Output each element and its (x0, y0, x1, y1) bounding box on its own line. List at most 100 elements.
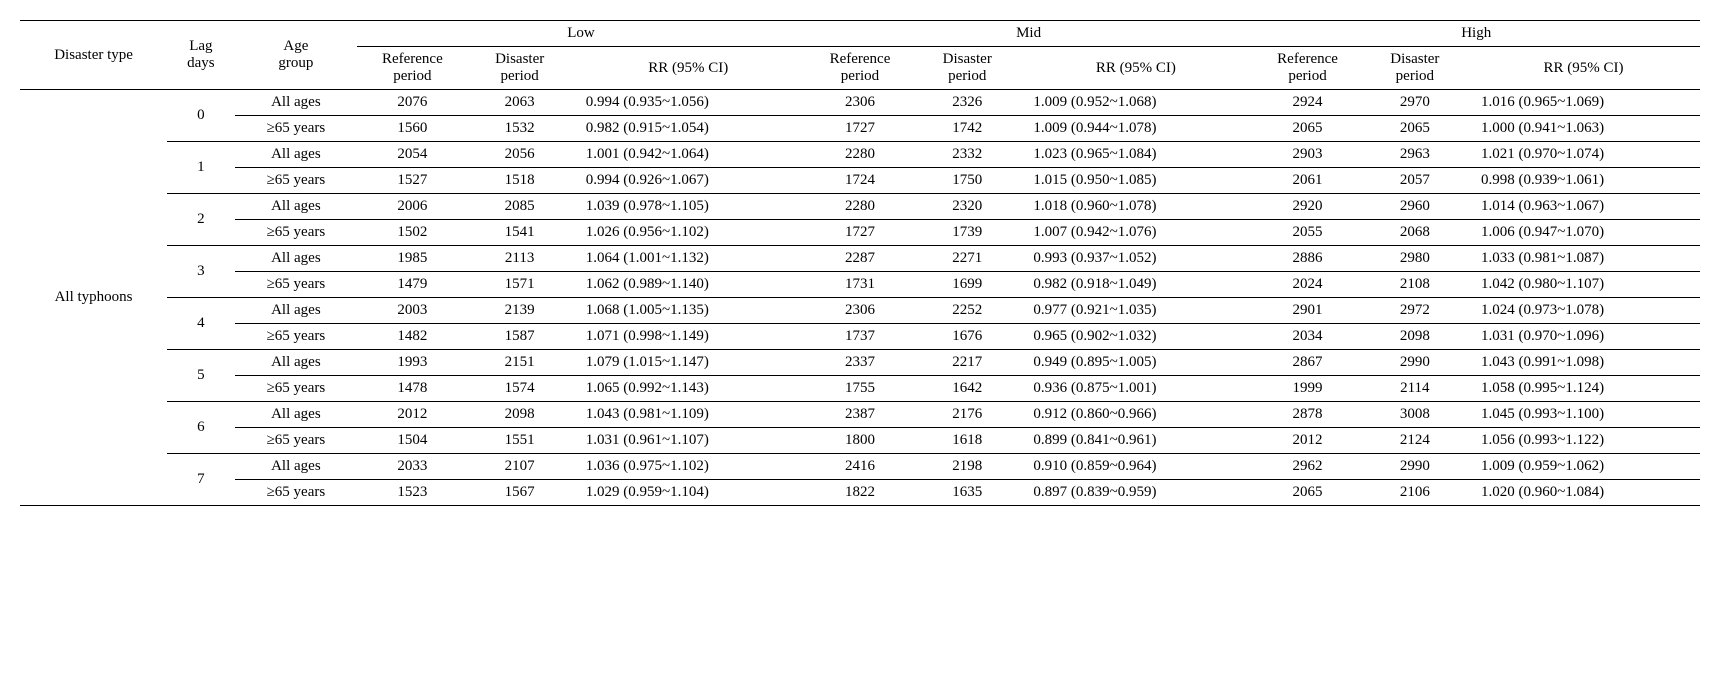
cell-high-dis: 2972 (1363, 298, 1467, 324)
cell-low-rr: 0.982 (0.915~1.054) (572, 116, 805, 142)
cell-high-dis: 2108 (1363, 272, 1467, 298)
cell-high-ref: 2901 (1252, 298, 1362, 324)
cell-low-rr: 1.039 (0.978~1.105) (572, 194, 805, 220)
col-group-mid: Mid (805, 21, 1253, 47)
cell-high-ref: 2055 (1252, 220, 1362, 246)
col-group-low: Low (357, 21, 805, 47)
cell-low-ref: 1523 (357, 480, 467, 506)
cell-mid-rr: 0.899 (0.841~0.961) (1019, 428, 1252, 454)
col-high-ref: Reference period (1252, 47, 1362, 90)
cell-low-rr: 1.026 (0.956~1.102) (572, 220, 805, 246)
cell-low-dis: 2056 (468, 142, 572, 168)
cell-mid-dis: 1642 (915, 376, 1019, 402)
cell-mid-ref: 2280 (805, 142, 915, 168)
cell-high-ref: 1999 (1252, 376, 1362, 402)
cell-low-rr: 1.029 (0.959~1.104) (572, 480, 805, 506)
cell-mid-ref: 2416 (805, 454, 915, 480)
cell-low-dis: 1551 (468, 428, 572, 454)
col-disaster-type: Disaster type (20, 21, 167, 90)
cell-high-dis: 2114 (1363, 376, 1467, 402)
cell-high-rr: 1.056 (0.993~1.122) (1467, 428, 1700, 454)
cell-low-dis: 1518 (468, 168, 572, 194)
col-mid-ref: Reference period (805, 47, 915, 90)
cell-lag: 3 (167, 246, 234, 298)
cell-high-dis: 2990 (1363, 454, 1467, 480)
cell-high-dis: 2960 (1363, 194, 1467, 220)
cell-lag: 1 (167, 142, 234, 194)
cell-age: ≥65 years (235, 272, 358, 298)
cell-mid-ref: 2306 (805, 90, 915, 116)
cell-lag: 5 (167, 350, 234, 402)
cell-mid-rr: 0.982 (0.918~1.049) (1019, 272, 1252, 298)
cell-mid-dis: 1742 (915, 116, 1019, 142)
cell-mid-rr: 0.912 (0.860~0.966) (1019, 402, 1252, 428)
cell-low-ref: 2076 (357, 90, 467, 116)
cell-mid-dis: 1750 (915, 168, 1019, 194)
table-row: 4All ages200321391.068 (1.005~1.135)2306… (20, 298, 1700, 324)
cell-mid-ref: 1822 (805, 480, 915, 506)
cell-low-rr: 1.036 (0.975~1.102) (572, 454, 805, 480)
cell-low-ref: 2006 (357, 194, 467, 220)
cell-low-rr: 0.994 (0.935~1.056) (572, 90, 805, 116)
cell-mid-rr: 0.977 (0.921~1.035) (1019, 298, 1252, 324)
cell-high-dis: 2980 (1363, 246, 1467, 272)
cell-low-ref: 1993 (357, 350, 467, 376)
cell-high-rr: 1.014 (0.963~1.067) (1467, 194, 1700, 220)
cell-mid-rr: 0.993 (0.937~1.052) (1019, 246, 1252, 272)
cell-low-dis: 1532 (468, 116, 572, 142)
cell-low-dis: 1574 (468, 376, 572, 402)
cell-age: All ages (235, 402, 358, 428)
cell-high-ref: 2024 (1252, 272, 1362, 298)
cell-high-dis: 2124 (1363, 428, 1467, 454)
col-mid-rr: RR (95% CI) (1019, 47, 1252, 90)
cell-low-rr: 1.079 (1.015~1.147) (572, 350, 805, 376)
cell-mid-ref: 1727 (805, 116, 915, 142)
cell-high-rr: 1.058 (0.995~1.124) (1467, 376, 1700, 402)
cell-high-dis: 2963 (1363, 142, 1467, 168)
cell-low-dis: 2098 (468, 402, 572, 428)
cell-high-rr: 1.021 (0.970~1.074) (1467, 142, 1700, 168)
cell-mid-dis: 2176 (915, 402, 1019, 428)
cell-mid-rr: 1.018 (0.960~1.078) (1019, 194, 1252, 220)
cell-age: All ages (235, 298, 358, 324)
cell-low-rr: 1.001 (0.942~1.064) (572, 142, 805, 168)
cell-lag: 4 (167, 298, 234, 350)
cell-mid-ref: 1755 (805, 376, 915, 402)
col-lag-days: Lag days (167, 21, 234, 90)
cell-mid-ref: 2337 (805, 350, 915, 376)
cell-high-ref: 2065 (1252, 480, 1362, 506)
cell-mid-dis: 1635 (915, 480, 1019, 506)
col-age-group: Age group (235, 21, 358, 90)
table-row: ≥65 years156015320.982 (0.915~1.054)1727… (20, 116, 1700, 142)
table-row: 3All ages198521131.064 (1.001~1.132)2287… (20, 246, 1700, 272)
cell-low-dis: 1587 (468, 324, 572, 350)
table-body: All typhoons0All ages207620630.994 (0.93… (20, 90, 1700, 506)
cell-lag: 6 (167, 402, 234, 454)
cell-age: All ages (235, 90, 358, 116)
cell-lag: 2 (167, 194, 234, 246)
cell-mid-rr: 1.009 (0.952~1.068) (1019, 90, 1252, 116)
cell-low-dis: 2063 (468, 90, 572, 116)
col-high-dis: Disaster period (1363, 47, 1467, 90)
col-low-rr: RR (95% CI) (572, 47, 805, 90)
cell-high-ref: 2920 (1252, 194, 1362, 220)
table-row: All typhoons0All ages207620630.994 (0.93… (20, 90, 1700, 116)
col-high-rr: RR (95% CI) (1467, 47, 1700, 90)
cell-low-dis: 2151 (468, 350, 572, 376)
cell-low-dis: 1571 (468, 272, 572, 298)
cell-high-ref: 2878 (1252, 402, 1362, 428)
cell-age: ≥65 years (235, 168, 358, 194)
cell-mid-rr: 0.949 (0.895~1.005) (1019, 350, 1252, 376)
cell-age: All ages (235, 194, 358, 220)
cell-low-dis: 1567 (468, 480, 572, 506)
cell-age: ≥65 years (235, 116, 358, 142)
cell-age: ≥65 years (235, 428, 358, 454)
cell-mid-rr: 1.015 (0.950~1.085) (1019, 168, 1252, 194)
cell-mid-dis: 1618 (915, 428, 1019, 454)
table-row: 1All ages205420561.001 (0.942~1.064)2280… (20, 142, 1700, 168)
cell-high-dis: 2068 (1363, 220, 1467, 246)
cell-mid-dis: 2320 (915, 194, 1019, 220)
table-row: 5All ages199321511.079 (1.015~1.147)2337… (20, 350, 1700, 376)
cell-high-dis: 2990 (1363, 350, 1467, 376)
cell-mid-ref: 2287 (805, 246, 915, 272)
